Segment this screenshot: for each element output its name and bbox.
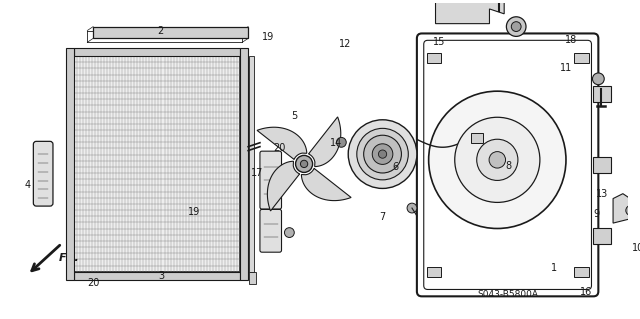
Bar	[574, 53, 589, 63]
Bar	[249, 56, 254, 272]
Text: 15: 15	[433, 37, 445, 47]
Circle shape	[429, 91, 566, 228]
Circle shape	[511, 22, 521, 32]
Text: 4: 4	[24, 180, 31, 189]
Circle shape	[477, 139, 518, 181]
Circle shape	[372, 144, 393, 164]
Text: 11: 11	[560, 63, 572, 73]
Circle shape	[489, 152, 506, 168]
Circle shape	[284, 228, 294, 237]
Text: 14: 14	[330, 138, 342, 148]
Text: 10: 10	[632, 243, 640, 253]
Bar	[593, 228, 611, 244]
Text: 16: 16	[580, 287, 593, 297]
Text: 2: 2	[157, 26, 163, 35]
Polygon shape	[257, 127, 307, 160]
Bar	[574, 267, 589, 277]
Bar	[74, 272, 241, 280]
Circle shape	[337, 137, 346, 147]
Circle shape	[357, 128, 408, 180]
Bar	[74, 48, 241, 56]
Text: 1: 1	[551, 263, 557, 273]
Polygon shape	[613, 194, 637, 223]
Polygon shape	[308, 117, 340, 167]
Bar	[593, 86, 611, 102]
Text: 19: 19	[188, 207, 200, 217]
Bar	[471, 133, 483, 143]
Polygon shape	[268, 161, 300, 211]
Text: 20: 20	[273, 143, 285, 153]
Text: 5: 5	[291, 111, 298, 121]
Text: 20: 20	[87, 278, 99, 288]
Text: 13: 13	[596, 189, 609, 199]
Circle shape	[455, 117, 540, 202]
Text: 6: 6	[392, 162, 398, 172]
Polygon shape	[301, 168, 351, 201]
Circle shape	[364, 135, 401, 173]
Circle shape	[300, 160, 308, 167]
Circle shape	[593, 73, 604, 85]
Text: S043-B5800A: S043-B5800A	[477, 290, 539, 299]
Text: 7: 7	[380, 212, 386, 222]
Circle shape	[378, 150, 387, 158]
Circle shape	[626, 205, 636, 215]
Bar	[427, 267, 442, 277]
FancyBboxPatch shape	[260, 151, 282, 209]
Text: 8: 8	[505, 161, 511, 171]
Bar	[241, 48, 248, 280]
Text: 12: 12	[339, 39, 351, 49]
Bar	[249, 272, 256, 284]
Text: 18: 18	[564, 35, 577, 45]
Circle shape	[348, 120, 417, 189]
Circle shape	[506, 17, 526, 36]
Polygon shape	[93, 26, 248, 38]
Bar	[74, 56, 241, 272]
Text: FR.: FR.	[59, 253, 79, 263]
Text: 3: 3	[159, 271, 165, 281]
FancyBboxPatch shape	[33, 141, 53, 206]
Circle shape	[407, 203, 417, 213]
Circle shape	[296, 155, 312, 173]
Bar	[593, 157, 611, 173]
FancyBboxPatch shape	[260, 210, 282, 252]
Text: 9: 9	[593, 209, 600, 219]
Bar	[427, 53, 442, 63]
Bar	[66, 48, 74, 280]
Polygon shape	[435, 0, 504, 24]
Text: 17: 17	[251, 168, 263, 178]
Text: 19: 19	[262, 32, 274, 42]
